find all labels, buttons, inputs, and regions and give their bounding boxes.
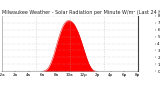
Text: Milwaukee Weather - Solar Radiation per Minute W/m² (Last 24 Hours): Milwaukee Weather - Solar Radiation per …: [2, 10, 160, 15]
